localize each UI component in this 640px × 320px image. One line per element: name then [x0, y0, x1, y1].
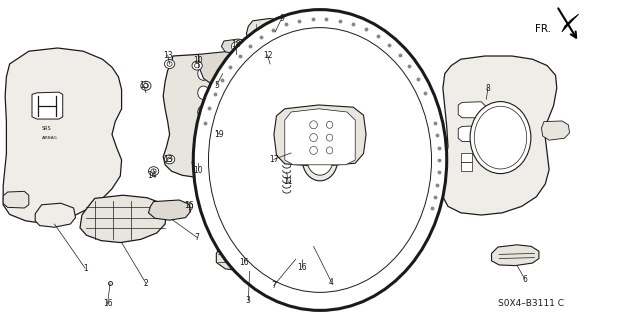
Text: 12: 12 — [263, 51, 272, 60]
Polygon shape — [274, 105, 366, 166]
Text: 2: 2 — [143, 279, 148, 288]
Ellipse shape — [302, 139, 338, 181]
Text: 15: 15 — [139, 81, 149, 90]
Text: 4: 4 — [329, 278, 334, 287]
Text: 10: 10 — [193, 56, 204, 65]
Polygon shape — [458, 126, 485, 141]
Ellipse shape — [239, 254, 250, 263]
Text: 7: 7 — [271, 281, 276, 290]
Ellipse shape — [198, 86, 209, 100]
Ellipse shape — [209, 28, 431, 292]
Polygon shape — [492, 245, 539, 266]
Text: S0X4–B3111 C: S0X4–B3111 C — [498, 300, 564, 308]
Text: 6: 6 — [522, 275, 527, 284]
Text: 8: 8 — [485, 84, 490, 93]
Ellipse shape — [326, 121, 333, 128]
Ellipse shape — [182, 202, 193, 211]
Ellipse shape — [474, 106, 527, 169]
Polygon shape — [461, 162, 472, 171]
Text: 16: 16 — [184, 201, 194, 210]
Ellipse shape — [167, 157, 172, 162]
Polygon shape — [148, 200, 191, 220]
Text: 7: 7 — [195, 233, 200, 242]
Ellipse shape — [298, 255, 308, 264]
Text: 1: 1 — [83, 264, 88, 273]
Text: 10: 10 — [193, 166, 204, 175]
Ellipse shape — [310, 121, 317, 129]
Polygon shape — [562, 14, 579, 32]
Text: 11: 11 — [284, 177, 292, 186]
Polygon shape — [285, 109, 355, 165]
Ellipse shape — [310, 146, 317, 155]
Polygon shape — [216, 237, 282, 271]
Text: 16: 16 — [297, 263, 307, 272]
Text: AIRBAG: AIRBAG — [42, 136, 58, 140]
Ellipse shape — [143, 84, 148, 88]
Text: 3: 3 — [246, 296, 251, 305]
Ellipse shape — [192, 61, 202, 70]
Ellipse shape — [164, 155, 175, 164]
Text: FR.: FR. — [535, 24, 551, 34]
Text: 19: 19 — [214, 130, 224, 139]
Polygon shape — [3, 48, 122, 224]
Polygon shape — [541, 121, 570, 140]
Ellipse shape — [195, 160, 200, 165]
Polygon shape — [275, 243, 307, 260]
Polygon shape — [198, 51, 269, 91]
Ellipse shape — [232, 42, 241, 51]
Text: 14: 14 — [147, 171, 157, 180]
Text: 13: 13 — [163, 155, 173, 164]
Text: 5: 5 — [214, 81, 219, 90]
Ellipse shape — [148, 167, 159, 176]
Text: 18: 18 — [231, 40, 240, 49]
Ellipse shape — [198, 144, 209, 157]
Polygon shape — [32, 92, 63, 119]
Text: 9: 9 — [279, 14, 284, 23]
Ellipse shape — [151, 169, 156, 173]
Text: SRS: SRS — [42, 125, 51, 131]
Ellipse shape — [310, 134, 317, 141]
Ellipse shape — [198, 67, 209, 80]
Ellipse shape — [307, 145, 333, 175]
Polygon shape — [163, 54, 243, 178]
Polygon shape — [80, 195, 166, 243]
Ellipse shape — [164, 60, 175, 68]
Ellipse shape — [326, 147, 333, 154]
Ellipse shape — [326, 134, 333, 141]
Text: 17: 17 — [269, 155, 279, 164]
Ellipse shape — [192, 158, 202, 167]
Text: 16: 16 — [239, 258, 250, 267]
Text: 16: 16 — [102, 300, 113, 308]
Ellipse shape — [300, 258, 305, 262]
Ellipse shape — [198, 124, 209, 138]
Ellipse shape — [242, 256, 247, 261]
Ellipse shape — [195, 63, 200, 68]
Polygon shape — [3, 191, 29, 208]
Polygon shape — [35, 203, 76, 227]
Ellipse shape — [141, 81, 151, 90]
Polygon shape — [246, 19, 294, 46]
Polygon shape — [442, 56, 557, 215]
Ellipse shape — [193, 10, 447, 310]
Polygon shape — [221, 39, 251, 54]
Polygon shape — [458, 102, 485, 118]
Ellipse shape — [198, 105, 209, 119]
Text: 13: 13 — [163, 51, 173, 60]
Ellipse shape — [470, 102, 531, 173]
Ellipse shape — [185, 204, 190, 209]
Polygon shape — [461, 153, 472, 162]
Ellipse shape — [167, 62, 172, 66]
